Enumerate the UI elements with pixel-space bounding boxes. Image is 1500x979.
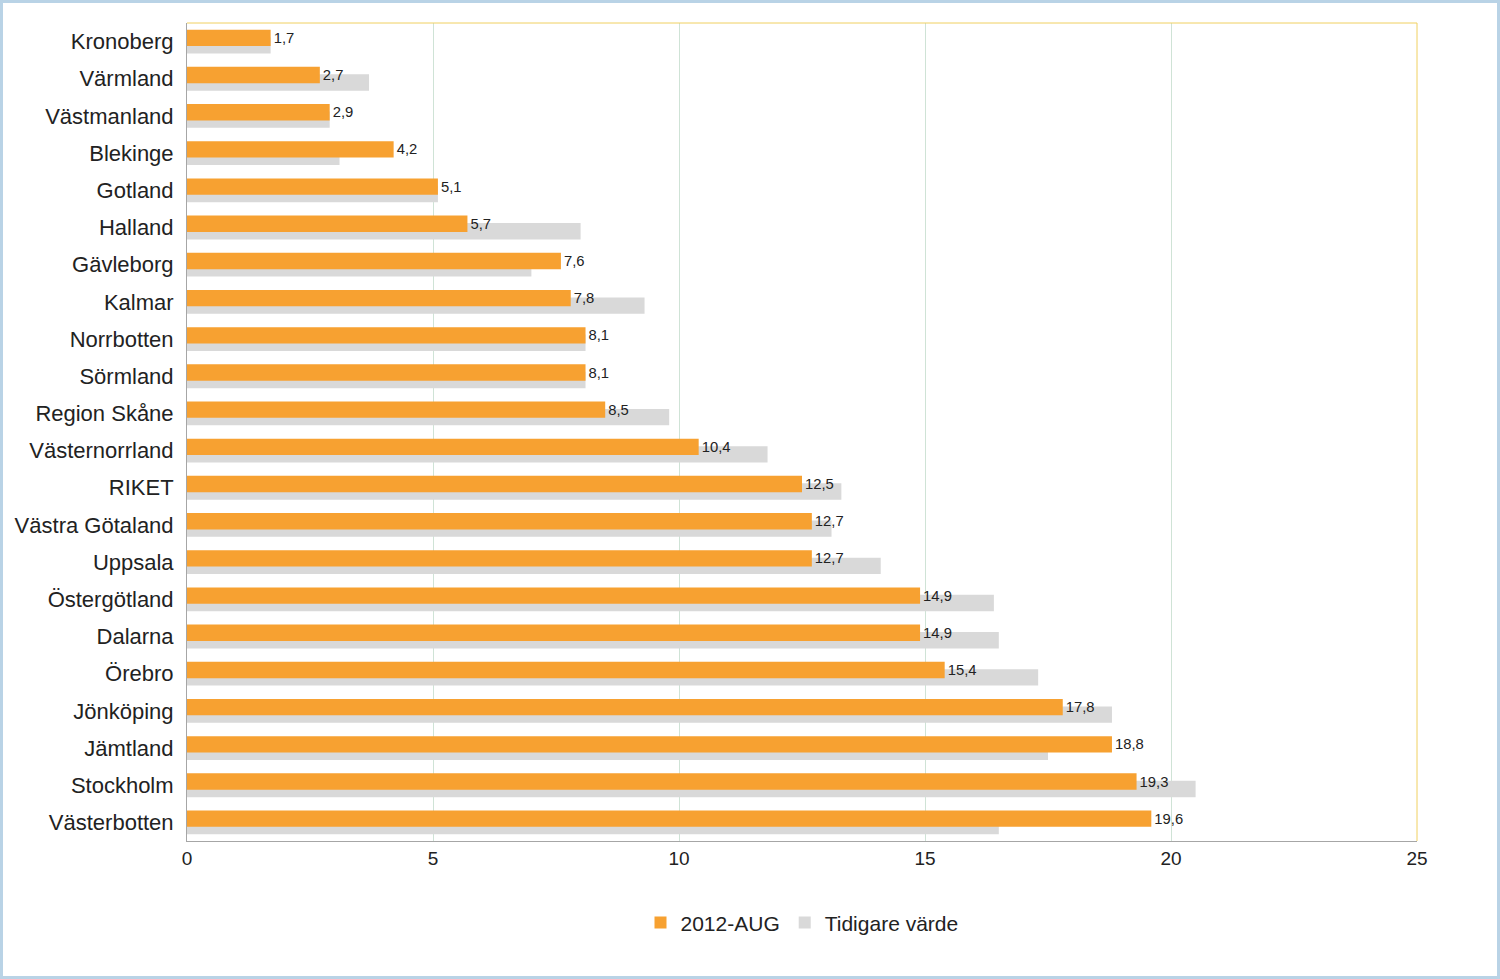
svg-text:1,7: 1,7 <box>274 30 295 46</box>
svg-text:Jämtland: Jämtland <box>84 736 173 761</box>
svg-text:Västra Götaland: Västra Götaland <box>15 513 174 538</box>
svg-text:0: 0 <box>182 848 193 869</box>
svg-text:Uppsala: Uppsala <box>93 550 174 575</box>
svg-text:Västernorrland: Västernorrland <box>29 438 173 463</box>
svg-text:14,9: 14,9 <box>923 625 952 641</box>
svg-text:5,7: 5,7 <box>470 216 491 232</box>
svg-text:Gotland: Gotland <box>97 178 174 203</box>
svg-text:Dalarna: Dalarna <box>97 624 175 649</box>
svg-text:8,5: 8,5 <box>608 402 629 418</box>
svg-text:12,7: 12,7 <box>815 550 844 566</box>
svg-text:15,4: 15,4 <box>948 662 977 678</box>
svg-text:19,3: 19,3 <box>1140 774 1169 790</box>
svg-text:Stockholm: Stockholm <box>71 773 174 798</box>
svg-text:14,9: 14,9 <box>923 588 952 604</box>
svg-text:7,6: 7,6 <box>564 253 585 269</box>
svg-text:4,2: 4,2 <box>397 141 418 157</box>
svg-text:Norrbotten: Norrbotten <box>70 327 174 352</box>
svg-text:20: 20 <box>1160 848 1181 869</box>
svg-text:RIKET: RIKET <box>109 475 174 500</box>
svg-text:Värmland: Värmland <box>79 66 173 91</box>
svg-text:2,9: 2,9 <box>333 104 354 120</box>
svg-text:7,8: 7,8 <box>574 290 595 306</box>
svg-text:15: 15 <box>914 848 935 869</box>
svg-text:Östergötland: Östergötland <box>48 587 174 612</box>
svg-text:Region Skåne: Region Skåne <box>35 401 173 426</box>
svg-text:Kronoberg: Kronoberg <box>71 29 174 54</box>
svg-text:2,7: 2,7 <box>323 67 344 83</box>
svg-text:Halland: Halland <box>99 215 174 240</box>
svg-text:25: 25 <box>1406 848 1427 869</box>
svg-text:Gävleborg: Gävleborg <box>72 252 174 277</box>
svg-text:17,8: 17,8 <box>1066 699 1095 715</box>
svg-text:8,1: 8,1 <box>589 365 610 381</box>
svg-text:Jönköping: Jönköping <box>73 699 173 724</box>
svg-text:Västerbotten: Västerbotten <box>49 810 174 835</box>
svg-text:2012-AUG: 2012-AUG <box>681 912 780 935</box>
svg-text:Blekinge: Blekinge <box>89 141 173 166</box>
svg-text:Västmanland: Västmanland <box>45 104 173 129</box>
svg-text:18,8: 18,8 <box>1115 736 1144 752</box>
svg-text:5,1: 5,1 <box>441 179 462 195</box>
svg-text:10,4: 10,4 <box>702 439 731 455</box>
svg-text:Tidigare värde: Tidigare värde <box>825 912 958 935</box>
svg-text:19,6: 19,6 <box>1154 811 1183 827</box>
svg-text:5: 5 <box>428 848 439 869</box>
svg-text:10: 10 <box>668 848 689 869</box>
svg-text:Sörmland: Sörmland <box>79 364 173 389</box>
svg-text:12,5: 12,5 <box>805 476 834 492</box>
svg-text:12,7: 12,7 <box>815 513 844 529</box>
svg-text:Kalmar: Kalmar <box>104 290 174 315</box>
svg-text:Örebro: Örebro <box>105 661 173 686</box>
svg-text:8,1: 8,1 <box>589 327 610 343</box>
